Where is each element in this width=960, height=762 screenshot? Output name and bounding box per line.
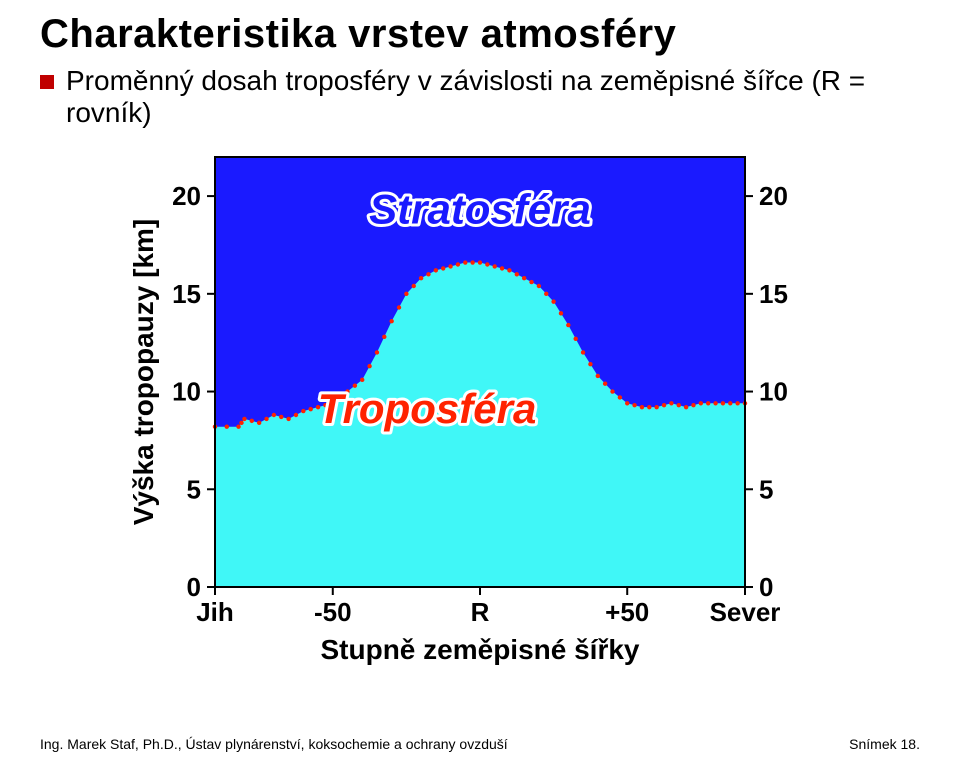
bullet-row: Proměnný dosah troposféry v závislosti n… — [40, 65, 920, 129]
svg-text:R: R — [471, 597, 490, 627]
svg-text:10: 10 — [759, 377, 788, 407]
footer: Ing. Marek Staf, Ph.D., Ústav plynárenst… — [40, 736, 920, 752]
bullet-text: Proměnný dosah troposféry v závislosti n… — [66, 65, 920, 129]
svg-text:-50: -50 — [314, 597, 352, 627]
svg-text:Jih: Jih — [196, 597, 234, 627]
svg-text:Stupně zeměpisné šířky: Stupně zeměpisné šířky — [320, 634, 639, 665]
tropopause-chart: 0510152005101520Jih-50R+50SeverVýška tro… — [120, 137, 840, 677]
svg-text:15: 15 — [759, 279, 788, 309]
svg-text:Stratosféra: Stratosféra — [369, 185, 591, 232]
svg-text:Sever: Sever — [710, 597, 781, 627]
svg-text:10: 10 — [172, 377, 201, 407]
svg-text:5: 5 — [187, 474, 201, 504]
footer-author: Ing. Marek Staf, Ph.D., Ústav plynárenst… — [40, 736, 508, 752]
footer-slideno: Snímek 18. — [849, 736, 920, 752]
svg-text:Troposféra: Troposféra — [318, 385, 537, 432]
svg-text:+50: +50 — [605, 597, 649, 627]
chart-svg: 0510152005101520Jih-50R+50SeverVýška tro… — [120, 137, 840, 677]
slide-title: Charakteristika vrstev atmosféry — [40, 12, 920, 57]
svg-text:15: 15 — [172, 279, 201, 309]
svg-text:20: 20 — [172, 181, 201, 211]
svg-text:20: 20 — [759, 181, 788, 211]
svg-text:5: 5 — [759, 474, 773, 504]
bullet-square-icon — [40, 75, 54, 89]
svg-text:Výška tropopauzy [km]: Výška tropopauzy [km] — [128, 219, 159, 526]
